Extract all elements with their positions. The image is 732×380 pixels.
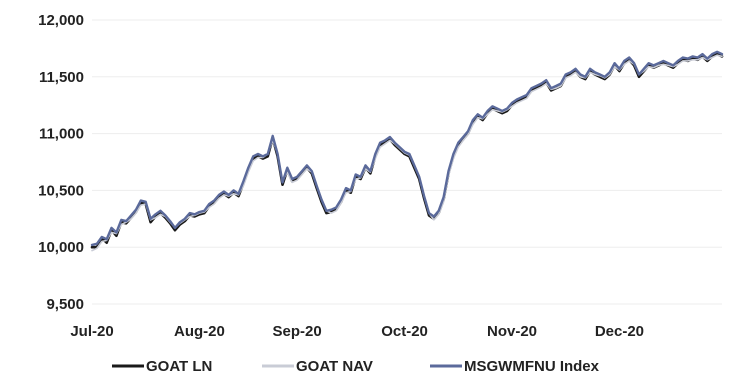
series-lines [90,50,724,252]
y-tick-label: 10,500 [38,182,84,199]
y-tick-label: 10,000 [38,239,84,256]
y-tick-label: 11,500 [39,69,84,86]
legend: GOAT LN GOAT NAV MSGWMFNU Index [112,358,600,375]
legend-label: GOAT NAV [296,358,373,375]
y-axis: 12,000 11,500 11,000 10,500 10,000 9,500 [38,12,84,313]
x-tick-label: Aug-20 [174,323,225,340]
series-line-2 [90,50,724,247]
y-tick-label: 12,000 [38,12,84,29]
y-tick-label: 11,000 [39,126,84,143]
x-tick-label: Jul-20 [70,323,113,340]
x-tick-label: Nov-20 [487,323,537,340]
gridlines [92,19,722,305]
legend-label: MSGWMFNU Index [464,358,600,375]
y-tick-label: 9,500 [46,296,84,313]
x-tick-label: Sep-20 [273,323,322,340]
legend-label: GOAT LN [146,358,212,375]
x-tick-label: Dec-20 [595,323,644,340]
x-axis: Jul-20 Aug-20 Sep-20 Oct-20 Nov-20 Dec-20 [70,323,644,340]
x-tick-label: Oct-20 [381,323,428,340]
